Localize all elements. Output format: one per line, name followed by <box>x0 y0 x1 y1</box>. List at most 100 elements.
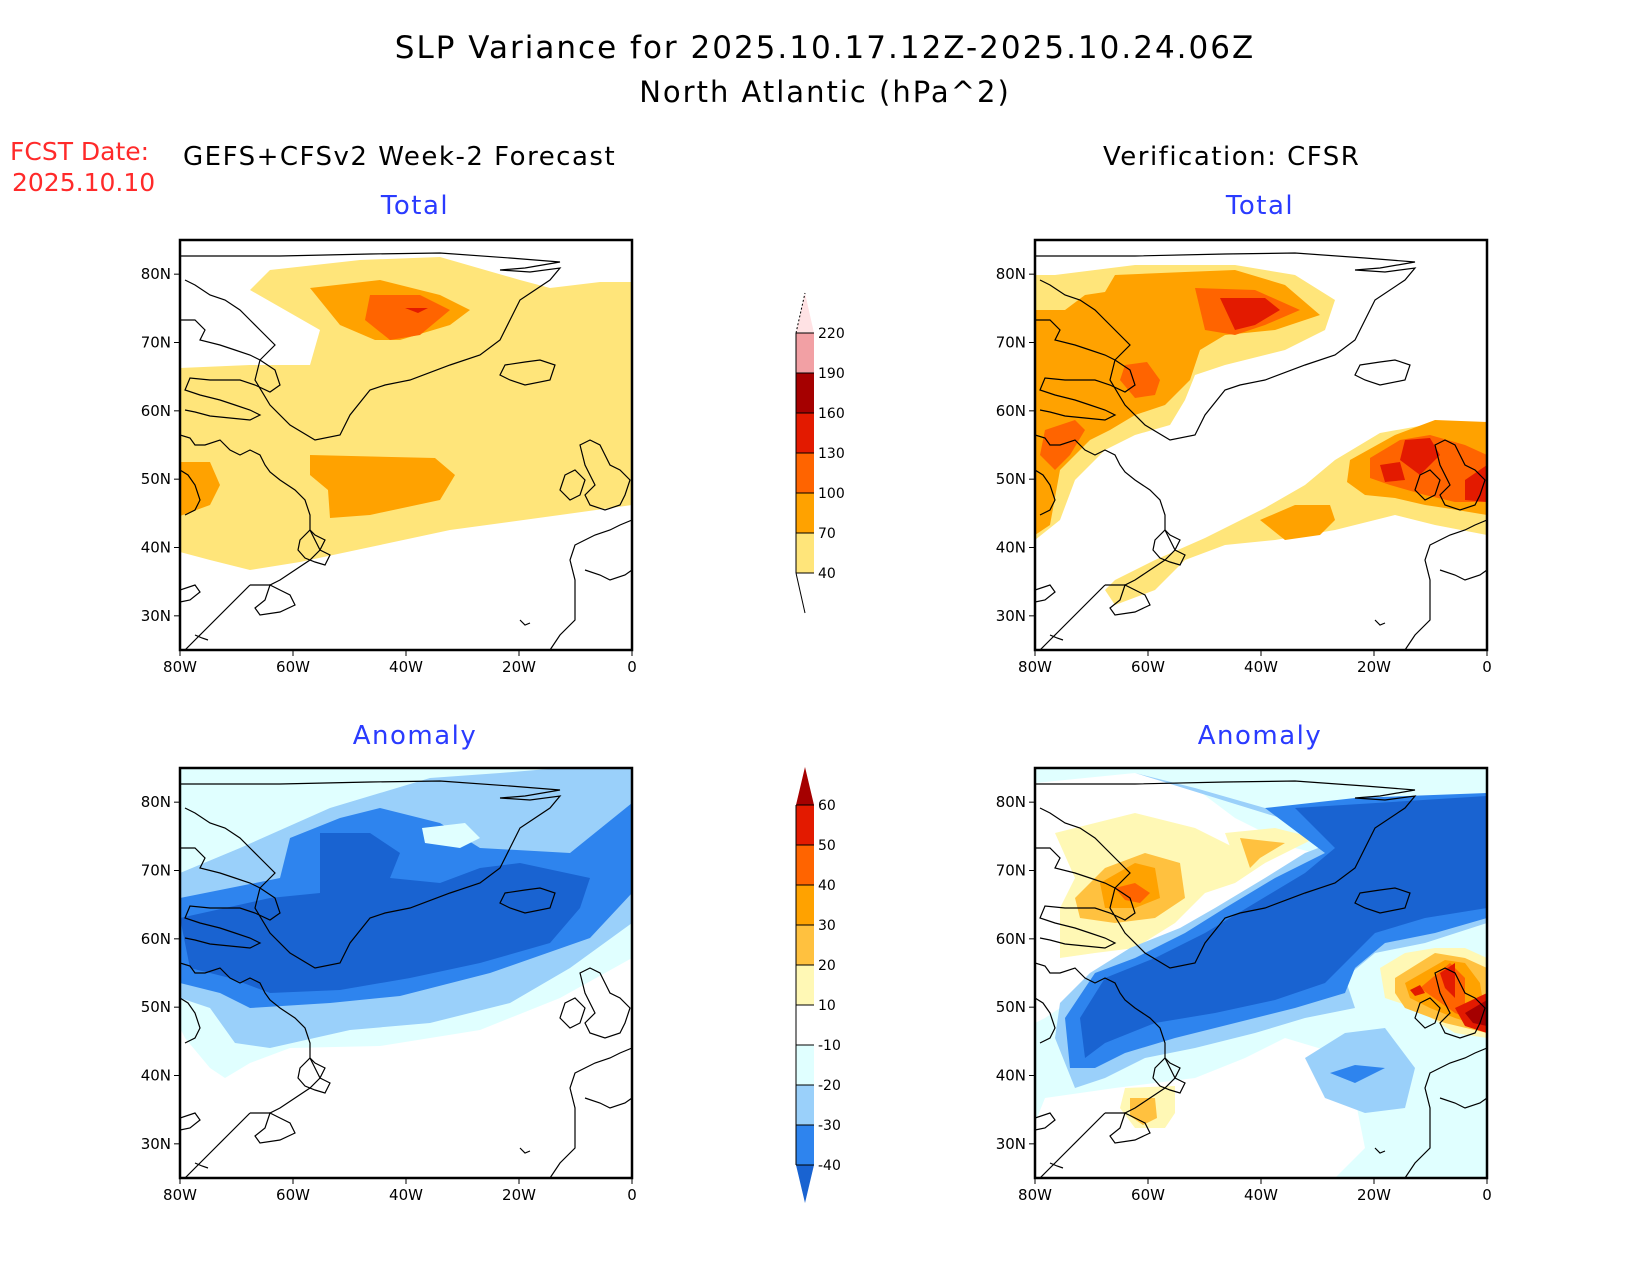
colorbar-segment <box>796 925 814 965</box>
colorbar-label: 220 <box>818 326 845 342</box>
colorbar-segment <box>796 453 814 493</box>
colorbar-segment <box>796 493 814 533</box>
colorbar-segment <box>796 885 814 925</box>
contour-130-160 <box>1465 465 1487 502</box>
chart-subtitle: North Atlantic (hPa^2) <box>639 75 1011 109</box>
x-tick-label: 80W <box>1018 658 1052 676</box>
y-tick-label: 40N <box>996 1067 1026 1085</box>
contour-100-130 <box>1040 420 1085 470</box>
colorbar-segment <box>796 1045 814 1085</box>
x-tick-label: 60W <box>1131 658 1165 676</box>
y-tick-label: 50N <box>141 470 171 488</box>
x-tick-label: 80W <box>1018 1186 1052 1204</box>
colorbar-lower-extension <box>795 572 806 614</box>
x-tick-label: 40W <box>1244 1186 1278 1204</box>
y-tick-label: 70N <box>996 862 1026 880</box>
y-tick-label: 30N <box>141 1135 171 1153</box>
colorbar-segment <box>796 373 814 413</box>
y-tick-label: 80N <box>996 793 1026 811</box>
chart-title: SLP Variance for 2025.10.17.12Z-2025.10.… <box>394 30 1256 66</box>
y-tick-label: 70N <box>141 334 171 352</box>
x-tick-label: 80W <box>163 1186 197 1204</box>
fcst-date-label: FCST Date: <box>10 137 150 166</box>
contour-70-100 <box>1260 505 1335 540</box>
contour-pocket <box>422 823 480 848</box>
colorbar-anomaly: -40 -30 -20 -10 10 20 30 40 50 60 <box>795 767 841 1203</box>
y-tick-label: 80N <box>141 793 171 811</box>
contour-100-130 <box>365 295 450 340</box>
x-tick-label: 20W <box>502 658 536 676</box>
colorbar-label: -30 <box>818 1118 841 1134</box>
verification-column-title: Verification: CFSR <box>1103 142 1361 172</box>
contour-40-50 <box>1115 883 1150 903</box>
colorbar-label: -40 <box>818 1158 841 1174</box>
colorbar-label: -20 <box>818 1078 841 1094</box>
contour-130-160 <box>1400 438 1440 475</box>
colorbar-lower-extension <box>796 1165 814 1203</box>
colorbar-segment <box>796 965 814 1005</box>
colorbar-label: 160 <box>818 406 845 422</box>
y-tick-label: 60N <box>141 930 171 948</box>
panel-verification-total <box>1033 238 1489 652</box>
x-tick-label: 40W <box>1244 658 1278 676</box>
y-tick-label: 60N <box>141 402 171 420</box>
y-tick-label: 60N <box>996 402 1026 420</box>
x-tick-label: 0 <box>627 658 637 676</box>
y-tick-label: 80N <box>141 265 171 283</box>
colorbar-segment <box>796 413 814 453</box>
x-tick-label: 20W <box>1357 1186 1391 1204</box>
y-tick-label: 30N <box>141 607 171 625</box>
y-tick-label: 70N <box>141 862 171 880</box>
panel-title-verification-total: Total <box>1225 191 1295 221</box>
y-tick-label: 60N <box>996 930 1026 948</box>
y-tick-label: 50N <box>996 998 1026 1016</box>
x-tick-label: 0 <box>1482 658 1492 676</box>
contour-50-60 <box>1410 985 1425 996</box>
colorbar-label: 60 <box>818 798 836 814</box>
colorbar-segment <box>796 845 814 885</box>
x-tick-label: 0 <box>1482 1186 1492 1204</box>
y-tick-label: 70N <box>996 334 1026 352</box>
contour-130-160 <box>1220 298 1280 330</box>
y-tick-label: 30N <box>996 607 1026 625</box>
panel-title-verification-anomaly: Anomaly <box>1197 721 1323 751</box>
contour-130-160 <box>405 308 428 313</box>
fcst-date-value: 2025.10.10 <box>12 168 156 197</box>
y-tick-label: 40N <box>141 1067 171 1085</box>
x-tick-label: 0 <box>627 1186 637 1204</box>
x-tick-label: 20W <box>1357 658 1391 676</box>
colorbar-label: 50 <box>818 838 836 854</box>
colorbar-label: 70 <box>818 526 836 542</box>
x-tick-label: 20W <box>502 1186 536 1204</box>
x-tick-label: 60W <box>276 1186 310 1204</box>
y-tick-label: 50N <box>996 470 1026 488</box>
panel-forecast-anomaly <box>178 766 634 1180</box>
y-tick-label: 50N <box>141 998 171 1016</box>
colorbar-segment <box>796 533 814 573</box>
colorbar-segment <box>796 1085 814 1125</box>
forecast-column-title: GEFS+CFSv2 Week-2 Forecast <box>183 142 617 172</box>
colorbar-total: 40 70 100 130 160 190 220 <box>795 292 845 614</box>
colorbar-label: 100 <box>818 486 845 502</box>
contour-70-100 <box>1035 270 1320 535</box>
contour-130-160 <box>1380 462 1405 482</box>
y-tick-label: 30N <box>996 1135 1026 1153</box>
contour-70-100 <box>310 455 455 518</box>
panel-verification-anomaly <box>1033 766 1489 1180</box>
contour-70-100 <box>180 462 220 516</box>
colorbar-segment <box>796 805 814 845</box>
colorbar-label: 190 <box>818 366 845 382</box>
colorbar-label: 10 <box>818 998 836 1014</box>
contour-40-70 <box>180 257 632 570</box>
colorbar-upper-extension <box>796 767 814 805</box>
y-tick-label: 80N <box>996 265 1026 283</box>
colorbar-label: 30 <box>818 918 836 934</box>
panel-forecast-total <box>178 238 634 652</box>
y-tick-label: 40N <box>141 539 171 557</box>
x-tick-label: 80W <box>163 658 197 676</box>
colorbar-segment <box>796 1005 814 1045</box>
x-tick-label: 60W <box>276 658 310 676</box>
x-tick-label: 40W <box>389 658 423 676</box>
x-tick-label: 40W <box>389 1186 423 1204</box>
